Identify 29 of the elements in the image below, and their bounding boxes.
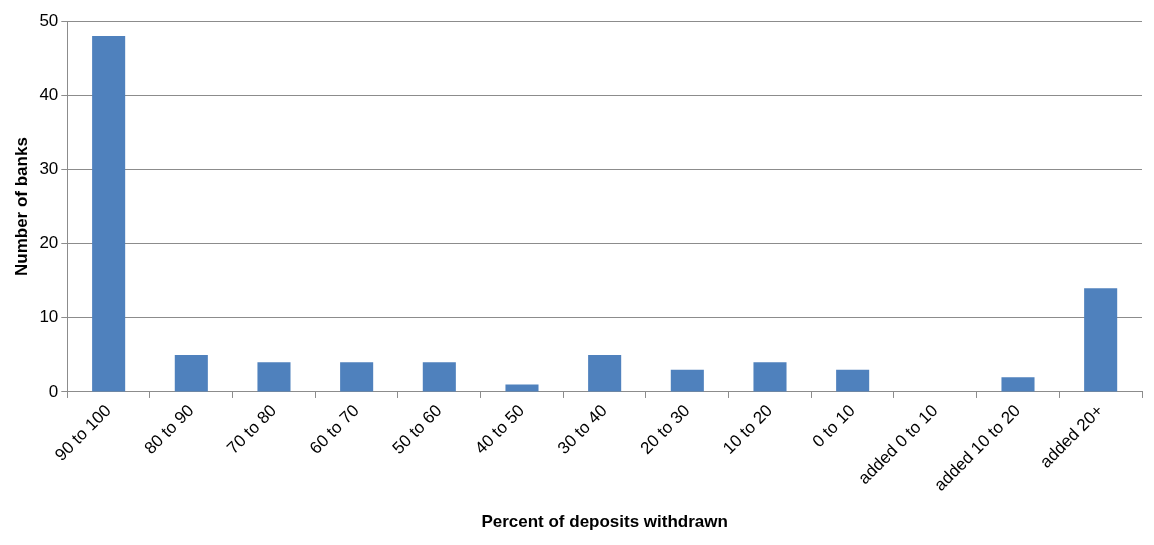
y-tick-label: 10 [39, 307, 59, 327]
y-tick-label: 30 [39, 159, 59, 179]
bar [1001, 377, 1035, 392]
bar [257, 362, 291, 392]
x-tick-label: 60 to 70 [305, 400, 363, 458]
x-tick-label: 10 to 20 [719, 400, 777, 458]
x-tick-label: 90 to 100 [51, 400, 115, 465]
y-tick-label: 50 [39, 10, 59, 30]
bar [174, 354, 208, 392]
x-tick-label: 20 to 30 [636, 400, 694, 458]
bar [588, 354, 622, 392]
bar [92, 36, 126, 392]
x-tick-label: 70 to 80 [223, 400, 281, 458]
bar [340, 362, 374, 392]
x-tick-label: 40 to 50 [471, 400, 529, 458]
y-axis-title: Number of banks [11, 137, 31, 277]
y-tick-label: 20 [39, 233, 59, 253]
bar [422, 362, 456, 392]
x-axis-title: Percent of deposits withdrawn [481, 512, 728, 532]
y-tick-label: 0 [48, 381, 59, 401]
y-tick-label: 40 [39, 85, 59, 105]
x-tick-label: 30 to 40 [553, 400, 611, 458]
x-tick-label: 50 to 60 [388, 400, 446, 458]
bar [1084, 288, 1118, 392]
x-tick-label: 80 to 90 [140, 400, 198, 458]
x-tick-label: 0 to 10 [808, 400, 859, 452]
bar [753, 362, 787, 392]
bar [670, 369, 704, 392]
bar [836, 369, 870, 392]
